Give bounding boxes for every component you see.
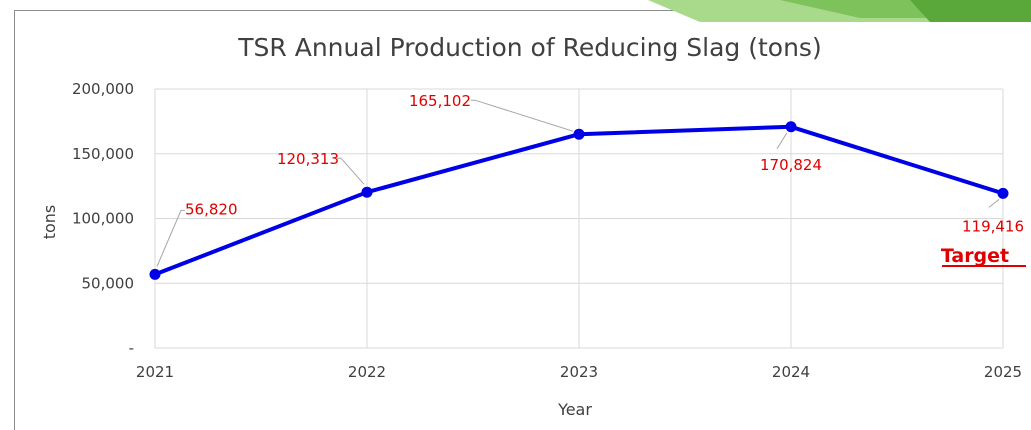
x-tick-label: 2024 bbox=[772, 363, 810, 381]
leader-line bbox=[471, 99, 574, 132]
data-label: 119,416 bbox=[962, 217, 1024, 235]
chart-title: TSR Annual Production of Reducing Slag (… bbox=[237, 33, 821, 62]
x-tick-label: 2025 bbox=[984, 363, 1022, 381]
y-tick-label: - bbox=[129, 339, 134, 357]
data-label: 165,102 bbox=[409, 92, 471, 110]
leader-line bbox=[776, 132, 788, 150]
data-label: 170,824 bbox=[760, 156, 822, 174]
x-axis-title: Year bbox=[557, 400, 592, 419]
y-tick-label: 150,000 bbox=[72, 145, 134, 163]
y-tick-label: 100,000 bbox=[72, 210, 134, 228]
data-point bbox=[785, 121, 797, 133]
data-point bbox=[997, 187, 1009, 199]
y-tick-label: 200,000 bbox=[72, 80, 134, 98]
chart-frame bbox=[14, 10, 1031, 430]
data-point bbox=[149, 268, 161, 280]
y-tick-label: 50,000 bbox=[82, 274, 135, 292]
data-point bbox=[361, 186, 373, 198]
x-tick-label: 2021 bbox=[136, 363, 174, 381]
target-annotation: Target bbox=[941, 245, 1009, 267]
leader-line bbox=[988, 198, 1000, 208]
data-label: 120,313 bbox=[277, 150, 339, 168]
y-axis-title: tons bbox=[40, 205, 59, 240]
leader-line bbox=[337, 157, 365, 185]
x-tick-label: 2023 bbox=[560, 363, 598, 381]
data-label: 56,820 bbox=[185, 200, 238, 218]
data-point bbox=[573, 128, 585, 140]
leader-line bbox=[156, 209, 185, 267]
x-tick-label: 2022 bbox=[348, 363, 386, 381]
